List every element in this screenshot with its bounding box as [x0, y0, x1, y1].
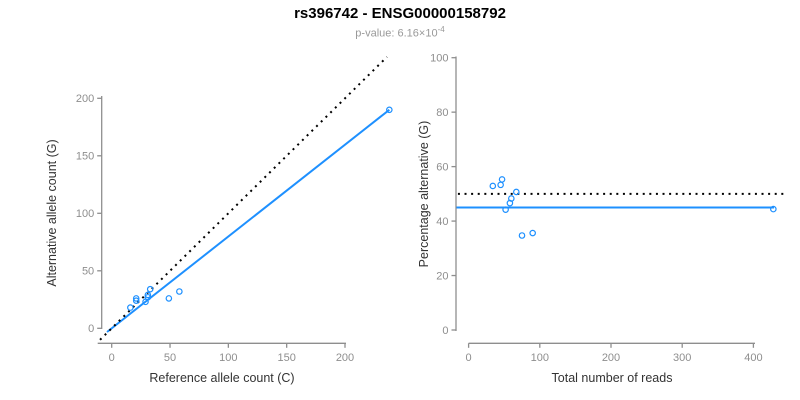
data-point	[497, 181, 504, 189]
data-point	[498, 176, 506, 183]
data-point	[529, 229, 536, 237]
y-tick-label: 50	[82, 266, 94, 278]
data-point	[132, 297, 140, 305]
data-point	[489, 182, 497, 190]
y-tick-label: 20	[436, 270, 448, 282]
fit-line	[106, 109, 390, 333]
y-tick-label: 0	[88, 323, 94, 335]
data-point	[508, 195, 515, 202]
x-tick-label: 200	[602, 352, 620, 364]
x-tick-label: 300	[673, 352, 691, 364]
x-tick-label: 400	[744, 352, 762, 364]
x-tick-label: 50	[164, 352, 176, 364]
chart-subtitle: p-value: 6.16×10-4	[0, 25, 800, 40]
y-tick-label: 60	[436, 161, 448, 173]
data-point	[386, 106, 393, 114]
pvalue-exponent: -4	[437, 25, 445, 34]
y-axis-title: Percentage alternative (G)	[417, 121, 431, 268]
y-tick-label: 0	[442, 325, 448, 337]
data-point	[770, 205, 777, 213]
data-point	[127, 304, 134, 311]
data-point	[518, 232, 526, 239]
data-point	[176, 288, 183, 295]
data-point	[146, 285, 154, 293]
x-tick-label: 200	[336, 352, 354, 364]
y-axis-title: Alternative allele count (G)	[45, 139, 59, 286]
chart-title: rs396742 - ENSG00000158792	[294, 5, 506, 22]
data-point	[165, 295, 173, 302]
x-axis-title: Reference allele count (C)	[149, 371, 294, 385]
y-tick-label: 150	[76, 151, 94, 163]
identity-line	[99, 56, 388, 341]
data-point	[513, 188, 520, 196]
pvalue-text: p-value: 6.16×10	[355, 27, 438, 40]
data-point	[144, 293, 152, 301]
x-tick-label: 100	[531, 352, 549, 364]
y-tick-label: 100	[430, 53, 448, 65]
x-tick-label: 0	[466, 352, 472, 364]
data-point	[502, 206, 509, 213]
data-point	[132, 295, 140, 302]
x-tick-label: 100	[219, 352, 237, 364]
data-point	[144, 291, 152, 299]
x-axis-title: Total number of reads	[552, 371, 673, 385]
y-tick-label: 200	[76, 93, 94, 105]
y-tick-label: 80	[436, 107, 448, 119]
x-tick-label: 0	[109, 352, 115, 364]
x-tick-label: 150	[277, 352, 295, 364]
y-tick-label: 40	[436, 216, 448, 228]
y-tick-label: 100	[76, 208, 94, 220]
